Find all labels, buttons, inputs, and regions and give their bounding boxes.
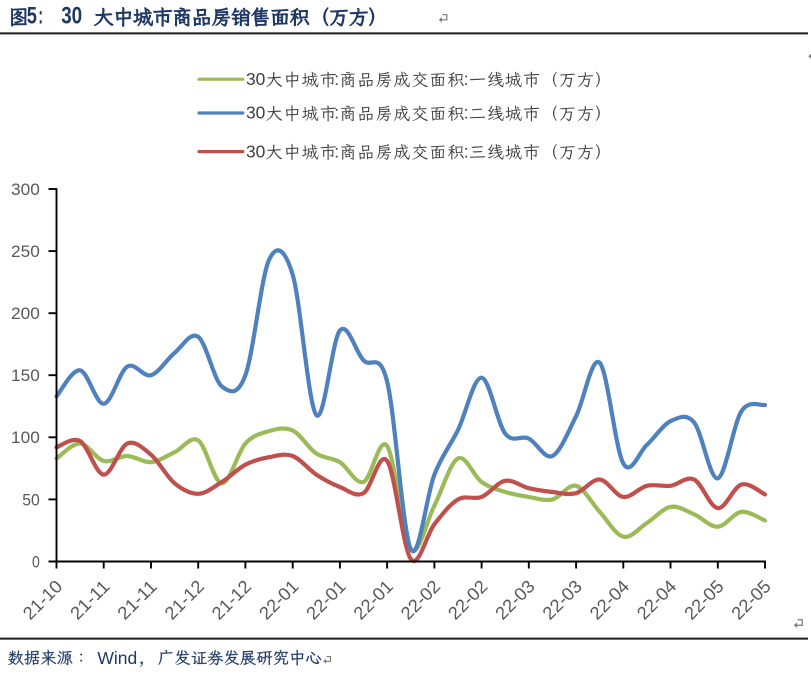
svg-text:300: 300 [11,181,40,199]
svg-text:30: 30 [61,3,82,30]
svg-text:5: 5 [27,3,37,30]
svg-text:0: 0 [32,553,40,571]
svg-text::: : [464,69,469,89]
svg-text:150: 150 [11,367,40,385]
svg-text:30: 30 [246,69,265,89]
svg-text::: : [38,3,43,30]
svg-text:30: 30 [246,141,265,161]
svg-text::: : [334,69,339,89]
svg-text:250: 250 [11,243,40,261]
svg-text::: : [334,141,339,161]
svg-text:50: 50 [22,491,40,509]
svg-text:30: 30 [246,103,265,123]
svg-text:Wind: Wind [97,648,137,668]
svg-text:200: 200 [11,305,40,323]
svg-text::: : [334,103,339,123]
svg-text:100: 100 [11,429,40,447]
svg-text::: : [464,103,469,123]
svg-text::: : [464,141,469,161]
